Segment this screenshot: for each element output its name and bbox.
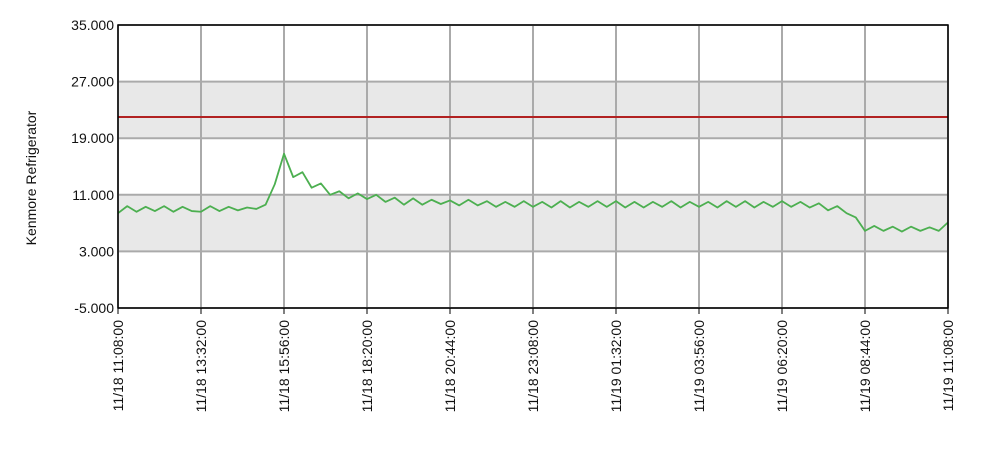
y-tick-label: 35.000	[71, 17, 114, 33]
y-tick-label: 3.000	[79, 243, 114, 259]
y-tick-label: 11.000	[72, 187, 114, 203]
x-tick-label: 11/19 06:20:00	[774, 320, 790, 413]
x-tick-label: 11/19 03:56:00	[691, 320, 707, 413]
x-tick-label: 11/19 11:08:00	[940, 320, 956, 412]
x-tick-label: 11/19 01:32:00	[608, 320, 624, 413]
y-tick-label: 27.000	[71, 74, 114, 90]
x-tick-label: 11/18 20:44:00	[442, 320, 458, 413]
x-tick-label: 11/19 08:44:00	[857, 320, 873, 413]
x-tick-label: 11/18 15:56:00	[276, 320, 292, 413]
x-tick-label: 11/18 11:08:00	[110, 320, 126, 412]
plot-border	[117, 24, 949, 309]
x-tick-label: 11/18 23:08:00	[525, 320, 541, 413]
y-tick-label: -5.000	[74, 300, 114, 316]
y-tick-label: 19.000	[71, 130, 114, 146]
y-axis-label: Kenmore Refrigerator	[23, 110, 39, 245]
line-series	[117, 152, 949, 233]
x-tick-label: 11/18 18:20:00	[359, 320, 375, 413]
x-tick-label: 11/18 13:32:00	[193, 320, 209, 413]
